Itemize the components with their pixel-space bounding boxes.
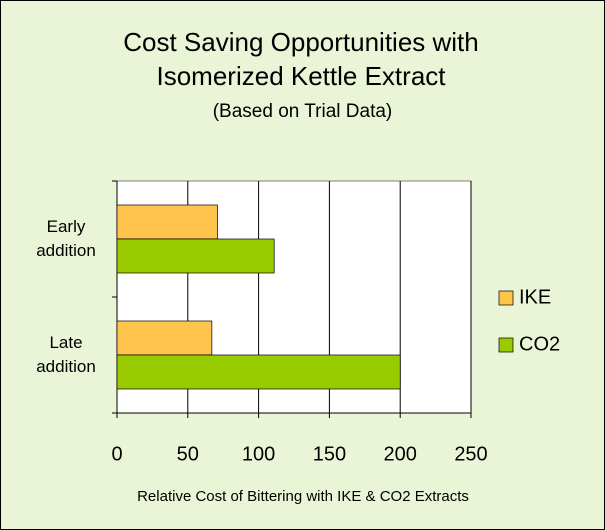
chart-subtitle: (Based on Trial Data) xyxy=(212,101,393,122)
x-tick-label: 100 xyxy=(242,443,275,465)
x-tick-label: 0 xyxy=(111,443,122,465)
x-tick-label: 250 xyxy=(454,443,487,465)
x-tick-label: 50 xyxy=(177,443,199,465)
legend-label: CO2 xyxy=(519,333,560,355)
bar xyxy=(116,320,213,356)
x-axis-label: Relative Cost of Bittering with IKE & CO… xyxy=(137,488,469,505)
legend-swatch xyxy=(498,290,514,306)
x-tick-label: 200 xyxy=(384,443,417,465)
legend-label: IKE xyxy=(519,286,551,308)
legend-swatch xyxy=(498,337,514,353)
bar xyxy=(116,204,218,240)
chart-title: Cost Saving Opportunities with Isomerize… xyxy=(123,27,479,91)
bar xyxy=(116,354,401,390)
x-tick-label: 150 xyxy=(313,443,346,465)
bar xyxy=(116,238,275,274)
y-tick-label: Early addition xyxy=(36,217,96,260)
y-tick-label: Late addition xyxy=(36,333,96,376)
